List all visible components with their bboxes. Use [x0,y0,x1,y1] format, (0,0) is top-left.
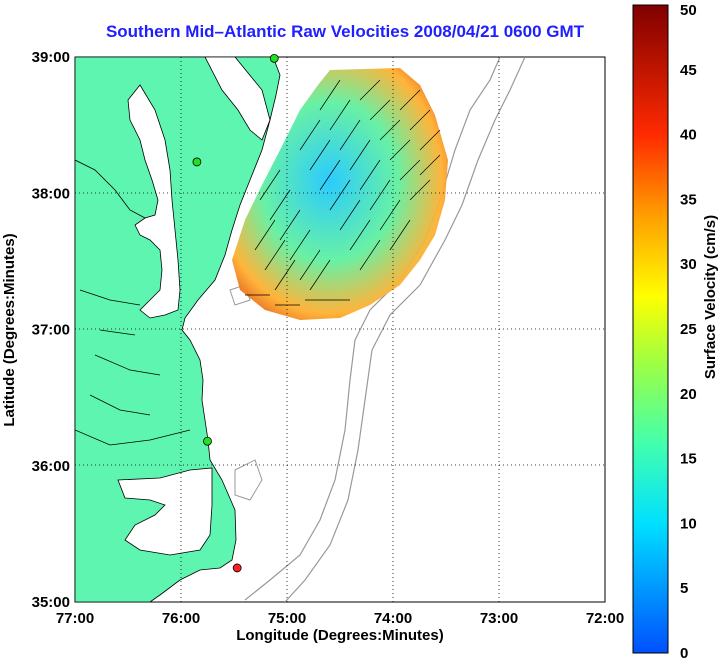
velocity-field [232,68,448,320]
station-marker [269,53,279,63]
colorbar-label: Surface Velocity (cm/s) [702,215,719,379]
radar-stations [192,53,279,573]
colorbar-tick-label: 50 [680,2,697,19]
colorbar-tick-label: 40 [680,127,697,144]
x-tick-label: 73:00 [480,610,518,627]
y-tick-label: 36:00 [32,458,70,475]
bathymetry-contour [284,57,526,602]
potomac-river [75,159,146,219]
x-tick-label: 77:00 [56,610,94,627]
grid-lines [75,57,605,602]
x-tick-label: 74:00 [374,610,412,627]
sound-water [117,467,213,556]
colorbar-tick-label: 45 [680,62,697,79]
x-tick-label: 72:00 [586,610,624,627]
station-marker [232,563,242,573]
colorbar-tick-label: 5 [680,580,688,597]
colorbar-tick-label: 10 [680,515,697,532]
colorbar-tick-label: 20 [680,386,697,403]
chesapeake-bay [127,84,181,319]
colorbar [632,4,669,654]
land-mainland [75,57,281,602]
y-tick-label: 35:00 [32,594,70,611]
colorbar-tick-label: 0 [680,645,688,659]
y-axis-label: Latitude (Degrees:Minutes) [1,233,18,426]
delaware-bay [204,57,271,141]
map-title: Southern Mid–Atlantic Raw Velocities 200… [105,22,585,41]
bathymetry-contour [244,57,501,601]
station-marker [192,157,202,167]
station-marker [203,436,212,446]
rivers [75,289,191,446]
x-tick-label: 75:00 [268,610,306,627]
x-axis-label: Longitude (Degrees:Minutes) [236,627,444,644]
colorbar-tick-label: 15 [680,451,697,468]
y-tick-label: 37:00 [32,322,70,339]
colorbar-tick-label: 25 [680,321,697,338]
y-tick-label: 38:00 [32,185,70,202]
colorbar-tick-label: 30 [680,256,697,273]
colorbar-tick-label: 35 [680,191,697,208]
velocity-vectors [245,79,441,306]
y-tick-label: 39:00 [32,49,70,66]
x-tick-label: 76:00 [162,610,200,627]
